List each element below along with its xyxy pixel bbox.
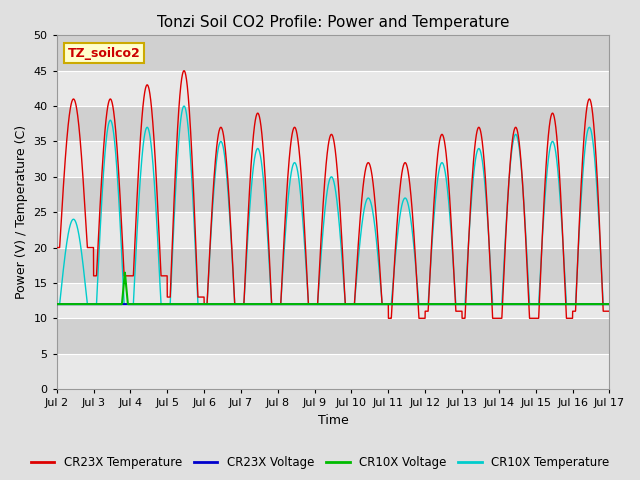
Title: Tonzi Soil CO2 Profile: Power and Temperature: Tonzi Soil CO2 Profile: Power and Temper… bbox=[157, 15, 509, 30]
Bar bbox=[57, 248, 609, 283]
Text: TZ_soilco2: TZ_soilco2 bbox=[68, 47, 141, 60]
X-axis label: Time: Time bbox=[317, 414, 348, 427]
Y-axis label: Power (V) / Temperature (C): Power (V) / Temperature (C) bbox=[15, 125, 28, 299]
Bar bbox=[57, 36, 609, 71]
Bar bbox=[57, 177, 609, 212]
Legend: CR23X Temperature, CR23X Voltage, CR10X Voltage, CR10X Temperature: CR23X Temperature, CR23X Voltage, CR10X … bbox=[26, 452, 614, 474]
Bar bbox=[57, 106, 609, 142]
Bar bbox=[57, 318, 609, 354]
